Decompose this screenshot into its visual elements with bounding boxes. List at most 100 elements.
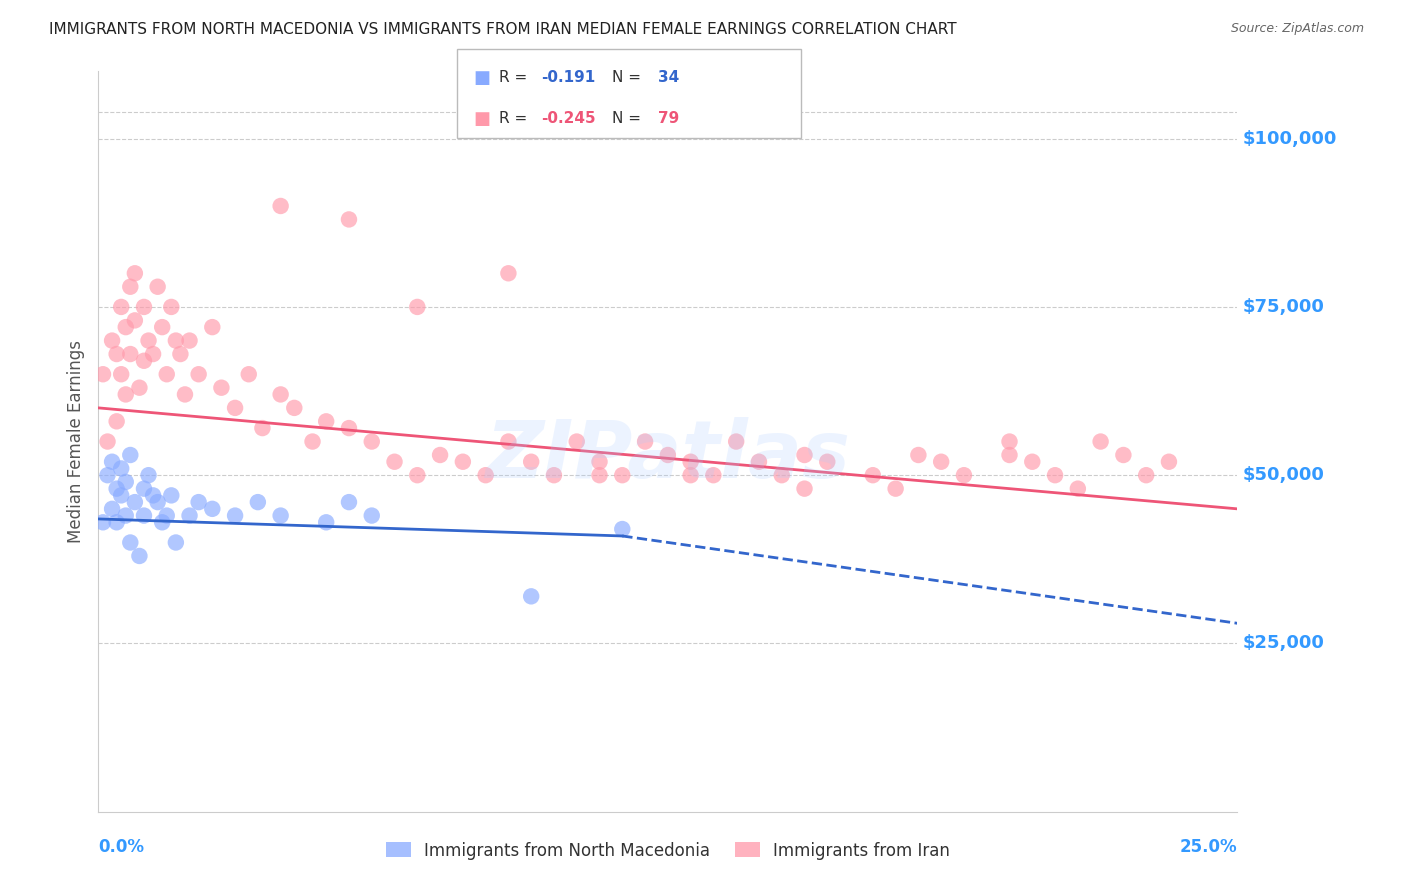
Point bbox=[105, 347, 128, 361]
Point bbox=[169, 347, 191, 361]
Point bbox=[110, 461, 132, 475]
Point bbox=[588, 468, 610, 483]
Point bbox=[187, 495, 209, 509]
Point bbox=[179, 334, 201, 348]
Point bbox=[543, 468, 565, 483]
Legend: Immigrants from North Macedonia, Immigrants from Iran: Immigrants from North Macedonia, Immigra… bbox=[378, 835, 957, 866]
Point bbox=[283, 401, 305, 415]
Point bbox=[101, 455, 124, 469]
Point bbox=[110, 368, 132, 382]
Point bbox=[1135, 468, 1157, 483]
Y-axis label: Median Female Earnings: Median Female Earnings bbox=[66, 340, 84, 543]
Point bbox=[246, 495, 269, 509]
Point bbox=[209, 381, 232, 395]
Point bbox=[124, 495, 146, 509]
Point bbox=[120, 279, 142, 293]
Point bbox=[96, 434, 118, 449]
Point bbox=[360, 434, 382, 449]
Text: 34: 34 bbox=[658, 70, 679, 85]
Point bbox=[114, 508, 136, 523]
Point bbox=[120, 347, 142, 361]
Point bbox=[128, 381, 150, 395]
Text: -0.245: -0.245 bbox=[541, 112, 596, 126]
Point bbox=[132, 482, 155, 496]
Point bbox=[120, 535, 142, 549]
Point bbox=[105, 414, 128, 428]
Point bbox=[998, 448, 1021, 462]
Point bbox=[114, 320, 136, 334]
Point bbox=[150, 320, 173, 334]
Point bbox=[224, 508, 246, 523]
Point bbox=[315, 516, 337, 530]
Point bbox=[1090, 434, 1112, 449]
Point bbox=[156, 508, 179, 523]
Point bbox=[565, 434, 588, 449]
Point bbox=[165, 535, 187, 549]
Point bbox=[142, 347, 165, 361]
Point bbox=[105, 516, 128, 530]
Point bbox=[142, 488, 165, 502]
Text: ■: ■ bbox=[474, 69, 491, 87]
Point bbox=[138, 468, 160, 483]
Text: Source: ZipAtlas.com: Source: ZipAtlas.com bbox=[1230, 22, 1364, 36]
Point bbox=[498, 266, 520, 280]
Point bbox=[337, 212, 360, 227]
Point bbox=[114, 475, 136, 489]
Point bbox=[679, 468, 702, 483]
Point bbox=[429, 448, 451, 462]
Point bbox=[270, 508, 292, 523]
Point bbox=[150, 516, 173, 530]
Point bbox=[96, 468, 118, 483]
Text: -0.191: -0.191 bbox=[541, 70, 596, 85]
Point bbox=[588, 455, 610, 469]
Text: R =: R = bbox=[499, 70, 533, 85]
Point bbox=[793, 482, 815, 496]
Point bbox=[270, 387, 292, 401]
Point bbox=[301, 434, 323, 449]
Point bbox=[201, 320, 224, 334]
Point bbox=[815, 455, 838, 469]
Text: N =: N = bbox=[612, 70, 645, 85]
Point bbox=[1067, 482, 1090, 496]
Point bbox=[224, 401, 246, 415]
Point bbox=[91, 516, 114, 530]
Point bbox=[132, 300, 155, 314]
Point bbox=[270, 199, 292, 213]
Point bbox=[124, 266, 146, 280]
Point bbox=[187, 368, 209, 382]
Point bbox=[998, 434, 1021, 449]
Point bbox=[793, 448, 815, 462]
Point bbox=[657, 448, 679, 462]
Text: ZIPatlas: ZIPatlas bbox=[485, 417, 851, 495]
Point bbox=[612, 522, 634, 536]
Point bbox=[110, 300, 132, 314]
Point bbox=[1021, 455, 1043, 469]
Point bbox=[451, 455, 474, 469]
Point bbox=[179, 508, 201, 523]
Point bbox=[114, 387, 136, 401]
Point bbox=[101, 334, 124, 348]
Point bbox=[498, 434, 520, 449]
Point bbox=[474, 468, 496, 483]
Point bbox=[252, 421, 274, 435]
Point bbox=[612, 468, 634, 483]
Point bbox=[953, 468, 976, 483]
Point bbox=[884, 482, 907, 496]
Point bbox=[748, 455, 770, 469]
Point bbox=[146, 279, 169, 293]
Point bbox=[907, 448, 929, 462]
Text: IMMIGRANTS FROM NORTH MACEDONIA VS IMMIGRANTS FROM IRAN MEDIAN FEMALE EARNINGS C: IMMIGRANTS FROM NORTH MACEDONIA VS IMMIG… bbox=[49, 22, 957, 37]
Point bbox=[337, 495, 360, 509]
Point bbox=[520, 455, 543, 469]
Point bbox=[110, 488, 132, 502]
Point bbox=[520, 590, 543, 604]
Point bbox=[406, 468, 429, 483]
Point bbox=[725, 434, 748, 449]
Point bbox=[132, 508, 155, 523]
Text: $25,000: $25,000 bbox=[1243, 634, 1324, 652]
Point bbox=[315, 414, 337, 428]
Point bbox=[770, 468, 793, 483]
Text: N =: N = bbox=[612, 112, 645, 126]
Text: R =: R = bbox=[499, 112, 533, 126]
Point bbox=[138, 334, 160, 348]
